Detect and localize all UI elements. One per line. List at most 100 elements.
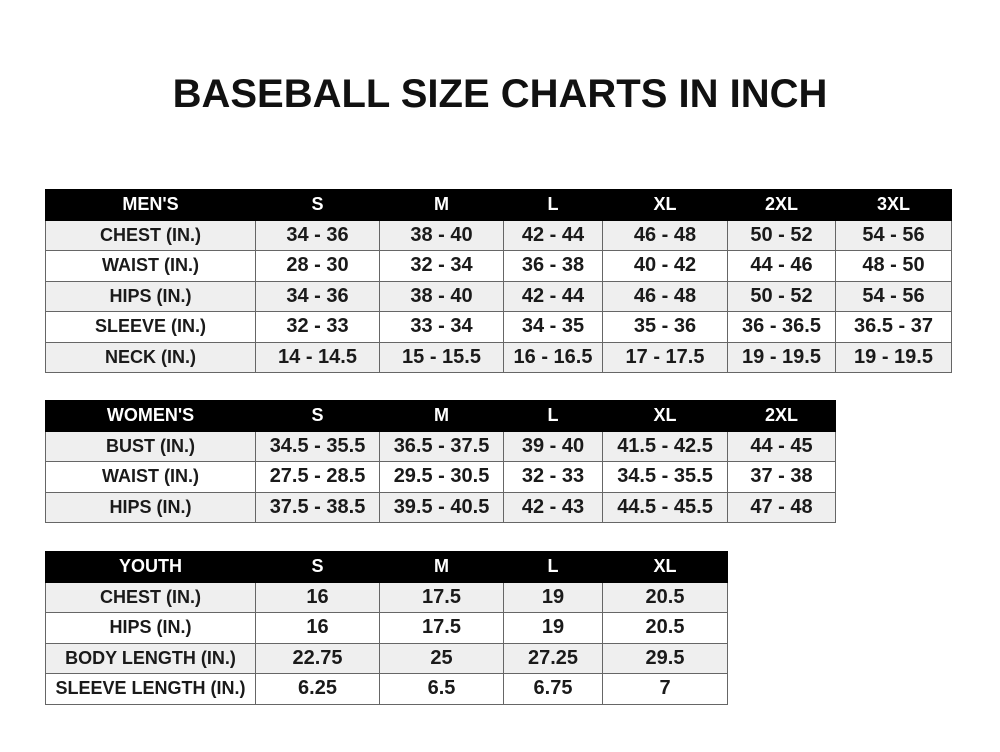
table-row: SLEEVE (IN.) 32 - 33 33 - 34 34 - 35 35 - 36… — [45, 311, 952, 343]
table-row: HIPS (IN.) 16 17.5 19 20.5 — [45, 612, 728, 644]
size-value: 35 - 36 — [602, 311, 728, 343]
table-row: CHEST (IN.) 16 17.5 19 20.5 — [45, 581, 728, 613]
size-value: 47 - 48 — [727, 491, 836, 523]
size-value: 27.5 - 28.5 — [255, 461, 380, 493]
size-value: 48 - 50 — [835, 250, 952, 282]
size-value: 20.5 — [602, 581, 728, 613]
measurement-label: HIPS (IN.) — [45, 491, 256, 523]
size-value: 44 - 45 — [727, 430, 836, 462]
category-header: YOUTH — [45, 551, 256, 583]
size-value: 19 — [503, 612, 603, 644]
measurement-label: CHEST (IN.) — [45, 581, 256, 613]
measurement-label: CHEST (IN.) — [45, 219, 256, 251]
size-value: 42 - 43 — [503, 491, 603, 523]
size-header: XL — [602, 400, 728, 432]
size-header: L — [503, 400, 603, 432]
size-value: 40 - 42 — [602, 250, 728, 282]
size-value: 14 - 14.5 — [255, 341, 380, 373]
size-value: 34 - 36 — [255, 219, 380, 251]
size-value: 6.25 — [255, 673, 380, 705]
size-value: 16 - 16.5 — [503, 341, 603, 373]
size-value: 50 - 52 — [727, 280, 836, 312]
size-header: L — [503, 551, 603, 583]
size-value: 54 - 56 — [835, 280, 952, 312]
size-value: 37.5 - 38.5 — [255, 491, 380, 523]
size-value: 34 - 36 — [255, 280, 380, 312]
size-header: S — [255, 189, 380, 221]
size-value: 46 - 48 — [602, 219, 728, 251]
size-header: XL — [602, 551, 728, 583]
size-value: 16 — [255, 612, 380, 644]
size-value: 19 — [503, 581, 603, 613]
size-value: 36.5 - 37.5 — [379, 430, 504, 462]
size-value: 20.5 — [602, 612, 728, 644]
size-value: 32 - 34 — [379, 250, 504, 282]
size-header: L — [503, 189, 603, 221]
size-value: 36 - 36.5 — [727, 311, 836, 343]
size-value: 34 - 35 — [503, 311, 603, 343]
size-header: M — [379, 189, 504, 221]
size-value: 42 - 44 — [503, 219, 603, 251]
size-header: M — [379, 551, 504, 583]
size-value: 41.5 - 42.5 — [602, 430, 728, 462]
size-value: 39 - 40 — [503, 430, 603, 462]
size-value: 44 - 46 — [727, 250, 836, 282]
size-value: 36 - 38 — [503, 250, 603, 282]
table-row: WAIST (IN.) 27.5 - 28.5 29.5 - 30.5 32 - 33… — [45, 461, 836, 493]
header-row: MEN'S S M L XL 2XL 3XL — [45, 189, 952, 221]
size-value: 32 - 33 — [503, 461, 603, 493]
size-value: 17.5 — [379, 612, 504, 644]
measurement-label: HIPS (IN.) — [45, 280, 256, 312]
size-value: 44.5 - 45.5 — [602, 491, 728, 523]
size-value: 34.5 - 35.5 — [255, 430, 380, 462]
table-row: BUST (IN.) 34.5 - 35.5 36.5 - 37.5 39 - 40 4… — [45, 430, 836, 462]
size-value: 33 - 34 — [379, 311, 504, 343]
table-row: HIPS (IN.) 34 - 36 38 - 40 42 - 44 46 - 48 50… — [45, 280, 952, 312]
size-value: 38 - 40 — [379, 280, 504, 312]
table-row: HIPS (IN.) 37.5 - 38.5 39.5 - 40.5 42 - 43 4… — [45, 491, 836, 523]
size-value: 15 - 15.5 — [379, 341, 504, 373]
page-title: BASEBALL SIZE CHARTS IN INCH — [172, 72, 828, 116]
size-value: 25 — [379, 642, 504, 674]
youth-size-table: YOUTH S M L XL CHEST (IN.) 16 17.5 19 20.5 HIPS (I… — [45, 551, 728, 705]
size-value: 37 - 38 — [727, 461, 836, 493]
measurement-label: SLEEVE LENGTH (IN.) — [45, 673, 256, 705]
category-header: WOMEN'S — [45, 400, 256, 432]
size-value: 19 - 19.5 — [835, 341, 952, 373]
size-header: 2XL — [727, 400, 836, 432]
size-value: 39.5 - 40.5 — [379, 491, 504, 523]
measurement-label: WAIST (IN.) — [45, 250, 256, 282]
size-value: 54 - 56 — [835, 219, 952, 251]
size-value: 42 - 44 — [503, 280, 603, 312]
table-row: SLEEVE LENGTH (IN.) 6.25 6.5 6.75 7 — [45, 673, 728, 705]
category-header: MEN'S — [45, 189, 256, 221]
size-header: M — [379, 400, 504, 432]
size-value: 27.25 — [503, 642, 603, 674]
size-value: 6.75 — [503, 673, 603, 705]
table-row: BODY LENGTH (IN.) 22.75 25 27.25 29.5 — [45, 642, 728, 674]
size-header: S — [255, 400, 380, 432]
measurement-label: BODY LENGTH (IN.) — [45, 642, 256, 674]
size-value: 29.5 - 30.5 — [379, 461, 504, 493]
size-value: 46 - 48 — [602, 280, 728, 312]
size-header: 2XL — [727, 189, 836, 221]
size-value: 38 - 40 — [379, 219, 504, 251]
size-value: 19 - 19.5 — [727, 341, 836, 373]
measurement-label: HIPS (IN.) — [45, 612, 256, 644]
measurement-label: NECK (IN.) — [45, 341, 256, 373]
table-row: NECK (IN.) 14 - 14.5 15 - 15.5 16 - 16.5 17 … — [45, 341, 952, 373]
size-header: 3XL — [835, 189, 952, 221]
table-row: CHEST (IN.) 34 - 36 38 - 40 42 - 44 46 - 48 5… — [45, 219, 952, 251]
size-value: 7 — [602, 673, 728, 705]
size-value: 50 - 52 — [727, 219, 836, 251]
size-header: XL — [602, 189, 728, 221]
size-value: 16 — [255, 581, 380, 613]
mens-size-table: MEN'S S M L XL 2XL 3XL CHEST (IN.) 34 - 36 38 - 4… — [45, 189, 952, 373]
header-row: WOMEN'S S M L XL 2XL — [45, 400, 836, 432]
measurement-label: SLEEVE (IN.) — [45, 311, 256, 343]
size-value: 28 - 30 — [255, 250, 380, 282]
size-header: S — [255, 551, 380, 583]
measurement-label: BUST (IN.) — [45, 430, 256, 462]
size-value: 22.75 — [255, 642, 380, 674]
measurement-label: WAIST (IN.) — [45, 461, 256, 493]
